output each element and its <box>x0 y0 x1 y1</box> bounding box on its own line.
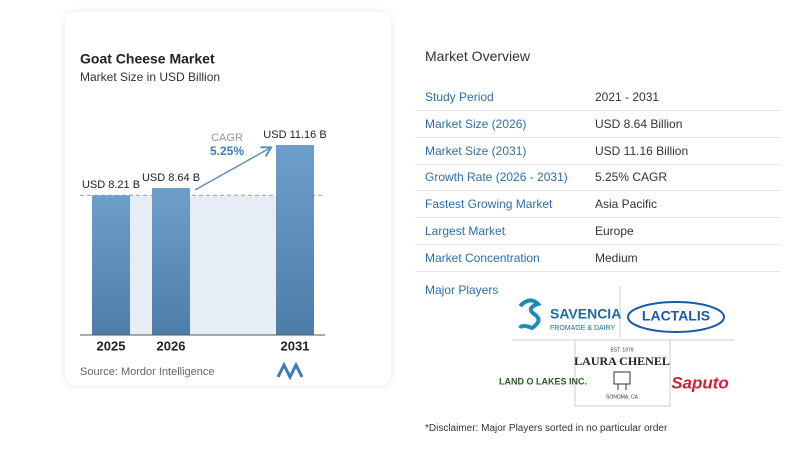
row-value: Asia Pacific <box>595 197 658 212</box>
bar <box>152 187 190 335</box>
chart-subtitle: Market Size in USD Billion <box>80 70 220 84</box>
divider <box>574 339 671 407</box>
player-logo: LACTALIS <box>642 308 710 324</box>
bar <box>92 195 130 335</box>
logo-icon <box>276 361 304 381</box>
row-value: USD 8.64 Billion <box>595 116 683 131</box>
value-label: USD 8.64 B <box>142 172 200 184</box>
row-key: Market Size (2026) <box>425 116 527 131</box>
overview-row: Fastest Growing Market Asia Pacific <box>415 191 780 219</box>
x-tick-label: 2026 <box>157 338 186 353</box>
cagr-title: CAGR <box>211 132 243 144</box>
row-key: Growth Rate (2026 - 2031) <box>425 170 568 185</box>
row-key: Market Concentration <box>425 250 540 265</box>
x-tick-label: 2031 <box>281 338 310 353</box>
x-tick-label: 2025 <box>97 338 126 353</box>
row-value: Medium <box>595 250 638 265</box>
overview-row: Largest Market Europe <box>415 218 780 245</box>
row-key: Study Period <box>425 90 494 104</box>
lactalis-oval <box>627 301 725 333</box>
value-label: USD 11.16 B <box>263 129 326 141</box>
source: Source: Mordor Intelligence <box>80 366 215 378</box>
overview-row: Market Size (2026) USD 8.64 Billion <box>415 111 780 138</box>
player-logo: SONOMA, CA <box>606 394 639 400</box>
cagr-arrow <box>194 148 270 191</box>
players-title: Major Players <box>425 283 499 297</box>
player-logo: SAVENCIA <box>550 306 621 322</box>
row-value: 5.25% CAGR <box>595 170 668 185</box>
player-logo: FROMAGE & DAIRY <box>550 325 616 332</box>
row-key: Largest Market <box>425 224 506 238</box>
chart-title: Goat Cheese Market <box>80 51 215 67</box>
row-key: Fastest Growing Market <box>425 197 553 212</box>
value-label: USD 8.21 B <box>82 179 140 191</box>
player-logo: LAURA CHENEL <box>574 354 670 368</box>
bar <box>276 145 314 335</box>
overview-row: Market Concentration Medium <box>415 245 780 272</box>
goat-icon <box>613 371 631 390</box>
overview-row: Study Period 2021 - 2031 <box>415 84 780 111</box>
player-logo: Saputo <box>671 373 729 392</box>
row-value: USD 11.16 Billion <box>595 143 689 158</box>
row-value: Europe <box>595 224 634 238</box>
disclaimer: *Disclaimer: Major Players sorted in no … <box>425 423 668 434</box>
row-key: Market Size (2031) <box>425 143 527 158</box>
overview-row: Growth Rate (2026 - 2031) 5.25% CAGR <box>415 164 780 192</box>
cagr-value: 5.25% <box>210 144 244 158</box>
savencia-icon <box>518 298 542 331</box>
row-value: 2021 - 2031 <box>595 90 660 104</box>
overview-title: Market Overview <box>425 48 531 64</box>
player-logo: EST. 1979 <box>610 347 633 353</box>
overview-row: Market Size (2031) USD 11.16 Billion <box>415 138 780 165</box>
player-logo: LAND O LAKES INC. <box>499 376 587 386</box>
